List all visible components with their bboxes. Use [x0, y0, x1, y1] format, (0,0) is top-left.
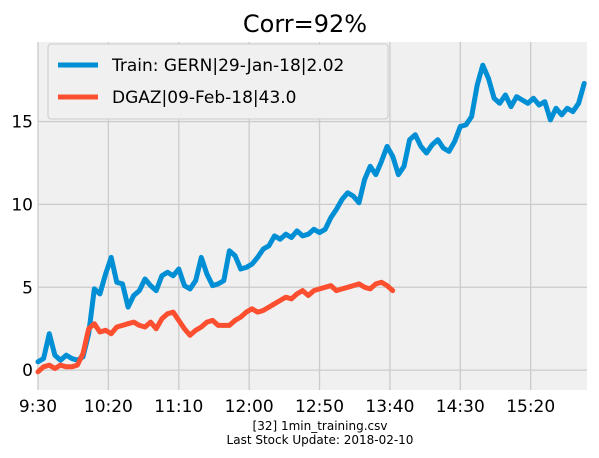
caption-update: Last Stock Update: 2018-02-10: [227, 433, 414, 447]
y-tick-label: 15: [11, 113, 33, 133]
legend-label-train: Train: GERN|29-Jan-18|2.02: [111, 56, 344, 76]
chart-title: Corr=92%: [243, 10, 367, 38]
y-axis: 0 5 10 15: [11, 113, 33, 382]
x-axis: 9:30 10:20 11:10 12:00 12:50 13:40 14:30 15:20: [19, 397, 555, 417]
series-layer: [35, 62, 587, 375]
series-line-1: [35, 279, 396, 375]
y-tick-label: 0: [22, 361, 33, 381]
x-tick-label: 12:50: [295, 397, 344, 417]
caption-source: [32] 1min_training.csv: [253, 419, 388, 433]
legend-box: [47, 43, 389, 120]
x-tick-label: 11:10: [154, 397, 203, 417]
legend-label-dgaz: DGAZ|09-Feb-18|43.0: [112, 88, 296, 108]
x-tick-label: 9:30: [19, 397, 57, 417]
x-tick-label: 13:40: [365, 397, 414, 417]
series-line-0: [35, 62, 587, 365]
y-tick-label: 5: [22, 278, 33, 298]
x-tick-label: 15:20: [506, 397, 555, 417]
x-tick-label: 12:00: [225, 397, 274, 417]
legend: Train: GERN|29-Jan-18|2.02 DGAZ|09-Feb-1…: [47, 43, 389, 120]
y-tick-label: 10: [11, 195, 33, 215]
x-tick-label: 10:20: [84, 397, 133, 417]
x-tick-label: 14:30: [436, 397, 485, 417]
